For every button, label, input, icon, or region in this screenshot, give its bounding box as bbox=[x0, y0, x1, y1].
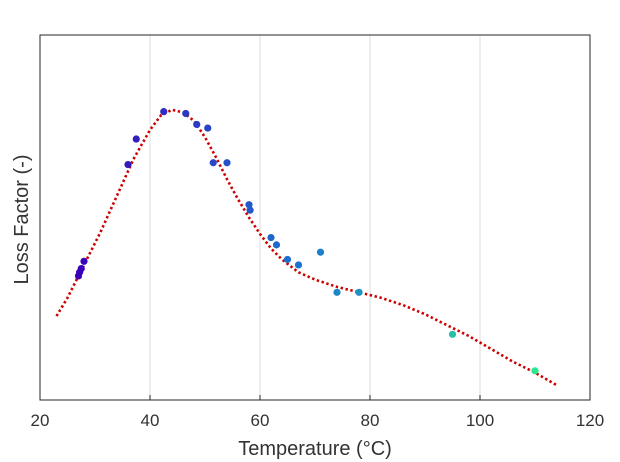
x-tick-label: 100 bbox=[466, 411, 494, 430]
data-point bbox=[160, 108, 168, 116]
data-point bbox=[193, 120, 201, 129]
data-point bbox=[182, 109, 190, 118]
data-point bbox=[448, 330, 457, 338]
x-tick-label: 120 bbox=[576, 411, 604, 430]
x-tick-label: 40 bbox=[141, 411, 160, 430]
data-point bbox=[333, 288, 341, 296]
fit-layer bbox=[55, 108, 558, 387]
x-tick-label: 20 bbox=[31, 411, 50, 430]
fit-curve bbox=[55, 108, 558, 387]
data-point bbox=[316, 248, 325, 256]
x-tick-label: 60 bbox=[251, 411, 270, 430]
data-point bbox=[246, 206, 254, 214]
grid-layer bbox=[149, 35, 481, 400]
data-point bbox=[124, 160, 132, 169]
data-point bbox=[204, 124, 212, 132]
data-point bbox=[355, 288, 363, 296]
data-point bbox=[531, 367, 539, 375]
plot-frame bbox=[39, 34, 591, 401]
data-point bbox=[223, 159, 231, 167]
data-point bbox=[283, 255, 292, 264]
tick-layer: 20 40 60 80 100 120 bbox=[31, 395, 604, 430]
y-axis-label: Loss Factor (-) bbox=[11, 154, 33, 284]
point-layer bbox=[74, 108, 539, 375]
x-axis-label: Temperature (°C) bbox=[238, 438, 392, 460]
x-tick-label: 80 bbox=[361, 411, 380, 430]
data-point bbox=[132, 135, 140, 143]
data-point bbox=[77, 265, 85, 273]
data-point bbox=[272, 241, 281, 249]
data-point bbox=[267, 233, 275, 242]
data-point bbox=[245, 201, 253, 209]
data-point bbox=[294, 261, 303, 269]
data-point bbox=[80, 257, 88, 265]
data-point bbox=[209, 159, 217, 167]
